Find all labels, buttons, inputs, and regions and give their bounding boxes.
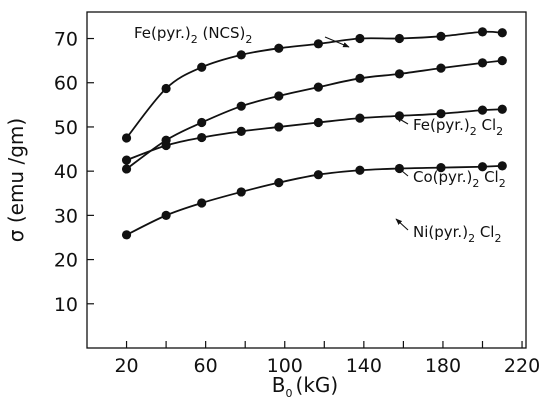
y-axis-ticks: 10 20 30 40 50 60 70 — [54, 29, 94, 316]
x-tick-label: 180 — [425, 355, 461, 377]
data-point — [477, 27, 488, 37]
data-point — [497, 28, 507, 38]
data-point — [274, 122, 284, 132]
label-leader-arrow — [395, 218, 409, 231]
series-label: Fe(pyr.)2 (NCS)2 — [134, 24, 252, 46]
series-label: Fe(pyr.)2 Cl2 — [413, 116, 503, 138]
x-tick-label: 220 — [504, 355, 540, 377]
data-point — [236, 101, 246, 111]
data-point — [355, 165, 365, 175]
y-tick-label: 30 — [54, 205, 78, 227]
data-point — [436, 63, 446, 73]
plot-frame — [86, 11, 527, 349]
data-point — [394, 69, 405, 79]
series-1 — [121, 56, 507, 174]
data-point — [355, 33, 365, 44]
data-point — [197, 62, 207, 72]
data-point — [236, 126, 246, 136]
series-layer — [121, 27, 507, 240]
data-point — [477, 162, 488, 172]
label-leader-arrow — [395, 116, 409, 125]
y-tick-label: 50 — [54, 117, 78, 139]
data-point — [477, 105, 488, 115]
data-point — [497, 104, 507, 114]
series-2 — [121, 104, 507, 165]
data-point — [161, 83, 171, 94]
label-leader-arrow — [395, 165, 409, 177]
x-axis-ticks: 20 60 100 140 180 220 — [114, 341, 540, 377]
x-tick-label: 100 — [267, 355, 303, 377]
data-point — [121, 230, 132, 240]
data-point — [394, 33, 405, 44]
x-tick-label: 20 — [114, 355, 138, 377]
data-point — [355, 113, 365, 123]
data-point — [274, 91, 284, 101]
data-point — [477, 58, 488, 68]
data-point — [161, 140, 171, 151]
x-tick-label: 140 — [346, 355, 382, 377]
data-point — [313, 82, 323, 92]
data-point — [274, 43, 284, 53]
data-point — [313, 39, 323, 49]
y-tick-label: 10 — [54, 294, 78, 316]
y-tick-label: 40 — [54, 161, 78, 183]
data-point — [236, 187, 246, 197]
x-axis-label: B0 (kG) — [272, 373, 338, 399]
data-point — [436, 163, 446, 173]
y-tick-label: 60 — [54, 73, 78, 95]
data-point — [497, 56, 507, 66]
series-labels: Fe(pyr.)2 (NCS)2 Fe(pyr.)2 Cl2 Co(pyr.)2 C… — [134, 24, 506, 245]
series-label: Co(pyr.)2 Cl2 — [413, 168, 506, 190]
x-tick-label: 60 — [194, 355, 218, 377]
y-axis-label: σ (emu /gm) — [4, 118, 28, 242]
data-point — [274, 178, 284, 188]
data-point — [436, 31, 446, 41]
series-0 — [121, 27, 507, 143]
y-tick-label: 20 — [54, 250, 78, 272]
data-point — [236, 50, 246, 60]
data-point — [313, 170, 323, 180]
y-tick-label: 70 — [54, 29, 78, 51]
data-point — [355, 73, 365, 83]
series-label: Ni(pyr.)2 Cl2 — [413, 223, 501, 245]
data-point — [121, 164, 132, 174]
data-point — [197, 117, 207, 128]
data-point — [436, 109, 446, 119]
data-point — [497, 161, 507, 171]
data-point — [121, 133, 132, 143]
label-leader-arrow — [324, 36, 350, 48]
data-point — [121, 155, 132, 165]
data-point — [197, 132, 207, 143]
data-point — [161, 210, 171, 220]
data-point — [197, 198, 207, 208]
data-point — [313, 117, 323, 128]
